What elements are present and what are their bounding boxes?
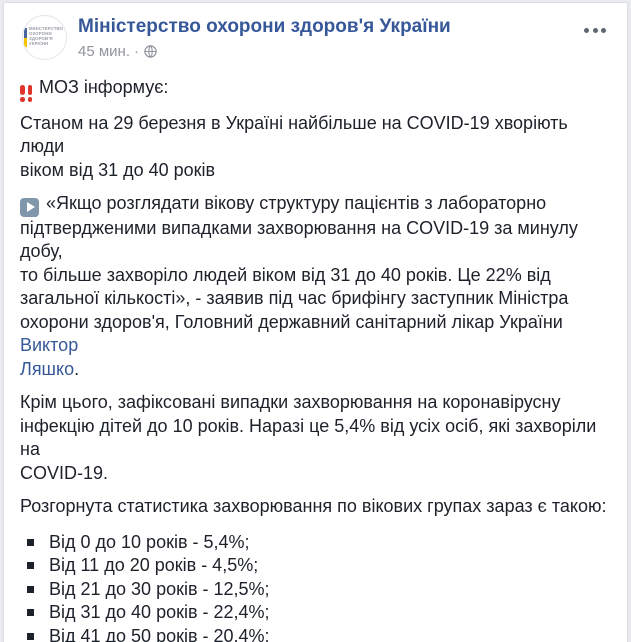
header-text: Міністерство охорони здоров'я України 45… [78, 16, 451, 60]
summary-paragraph: Станом на 29 березня в Україні найбільше… [20, 112, 568, 180]
post-meta: 45 мин. · [78, 43, 451, 60]
moz-logo: МІНІСТЕРСТВО ОХОРОНИ ЗДОРОВ'Я УКРАЇНИ [23, 23, 66, 51]
quote-text: «Якщо розглядати вікову структуру пацієн… [20, 193, 578, 332]
quote-paragraph: «Якщо розглядати вікову структуру пацієн… [20, 192, 611, 381]
post-options-button[interactable] [580, 24, 610, 37]
play-button-icon [20, 197, 39, 217]
timestamp[interactable]: 45 мин. [78, 42, 130, 60]
page-name-link[interactable]: Міністерство охорони здоров'я України [78, 16, 451, 37]
stats-intro-paragraph: Розгорнута статистика захворювання по ві… [20, 496, 607, 516]
stat-list-item: Від 31 до 40 років - 22,4%; [27, 601, 611, 625]
meta-separator: · [134, 42, 139, 60]
avatar-text: МІНІСТЕРСТВО ОХОРОНИ ЗДОРОВ'Я УКРАЇНИ [28, 27, 63, 47]
flag-bar [24, 28, 27, 47]
stat-list-item: Від 41 до 50 років - 20,4%; [27, 625, 611, 642]
post-card: МІНІСТЕРСТВО ОХОРОНИ ЗДОРОВ'Я УКРАЇНИ Мі… [3, 2, 628, 642]
stat-list-item: Від 11 до 20 років - 4,5%; [27, 554, 611, 578]
stat-list-item: Від 21 до 30 років - 12,5%; [27, 578, 611, 602]
children-stats-paragraph: Крім цього, зафіксовані випадки захворюв… [20, 392, 597, 483]
intro-text: МОЗ інформує: [39, 77, 169, 97]
post-header: МІНІСТЕРСТВО ОХОРОНИ ЗДОРОВ'Я УКРАЇНИ Мі… [20, 15, 611, 60]
intro-paragraph: МОЗ інформує: [20, 76, 611, 102]
globe-icon [144, 45, 157, 58]
stat-list-item: Від 0 до 10 років - 5,4%; [27, 531, 611, 555]
age-stats-list: Від 0 до 10 років - 5,4%; Від 11 до 20 р… [27, 531, 611, 642]
double-exclamation-icon [20, 84, 32, 102]
ellipsis-icon [584, 28, 589, 33]
person-link[interactable]: Виктор Ляшко [20, 335, 79, 379]
post-content: МОЗ інформує: Станом на 29 березня в Укр… [20, 76, 611, 642]
quote-suffix: . [74, 358, 80, 379]
page-avatar[interactable]: МІНІСТЕРСТВО ОХОРОНИ ЗДОРОВ'Я УКРАЇНИ [22, 15, 67, 60]
ellipsis-icon [592, 28, 598, 33]
ellipsis-icon [601, 28, 606, 33]
